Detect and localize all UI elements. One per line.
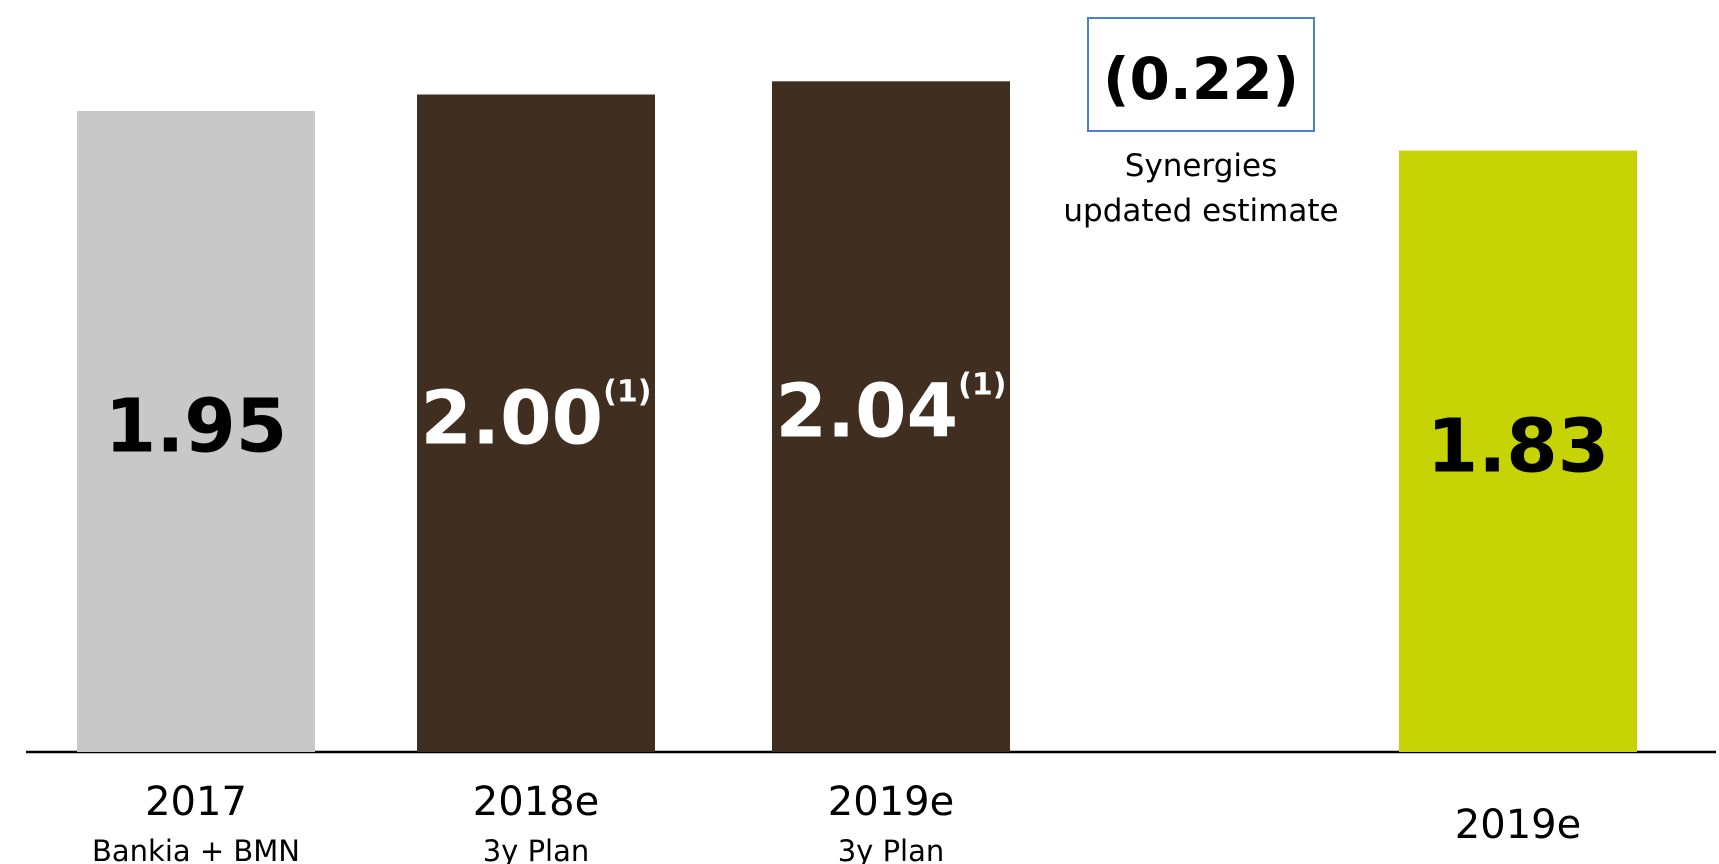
bar-4: [1399, 150, 1637, 753]
category-label-4: 2019e: [1455, 802, 1581, 848]
category-label-0: 2017: [145, 779, 247, 825]
bar-0: [77, 111, 315, 752]
bar-value-label-4: 1.83: [1427, 403, 1610, 489]
category-sublabel-1: 3y Plan: [483, 834, 590, 864]
footnote-mark-1: (1): [603, 374, 651, 409]
footnote-mark-2: (1): [958, 368, 1006, 403]
adjustment-value-label: (0.22): [1103, 45, 1299, 113]
bar-1: [417, 94, 655, 752]
bar-value-label-0: 1.95: [105, 384, 288, 470]
category-sublabel-0: Bankia + BMN: [92, 834, 300, 864]
bar-2: [772, 81, 1010, 753]
category-label-1: 2018e: [473, 779, 599, 825]
category-label-2: 2019e: [828, 779, 954, 825]
adjustment-box: [1087, 17, 1315, 132]
annotation-line-0: Synergies: [1125, 148, 1277, 184]
category-sublabel-2: 3y Plan: [838, 834, 945, 864]
annotation-line-1: updated estimate: [1063, 193, 1338, 229]
